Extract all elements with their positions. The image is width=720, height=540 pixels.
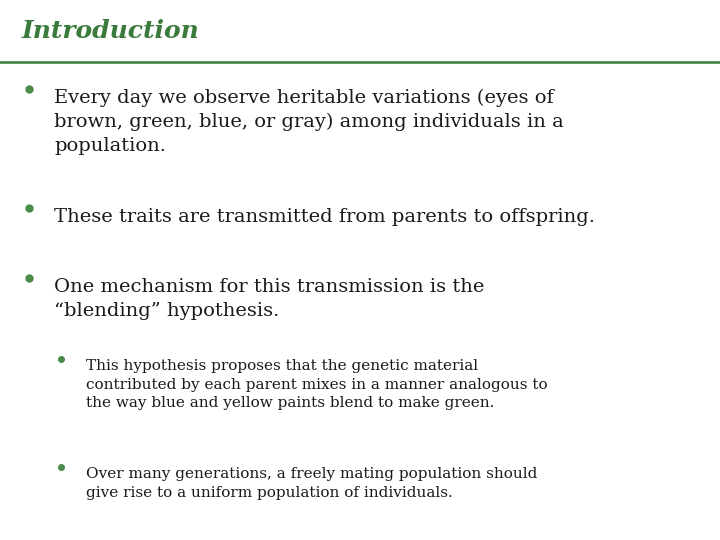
Text: These traits are transmitted from parents to offspring.: These traits are transmitted from parent… [54,208,595,226]
Text: Every day we observe heritable variations (eyes of
brown, green, blue, or gray) : Every day we observe heritable variation… [54,89,564,155]
Text: Introduction: Introduction [22,19,199,43]
Text: This hypothesis proposes that the genetic material
contributed by each parent mi: This hypothesis proposes that the geneti… [86,359,548,410]
Text: Over many generations, a freely mating population should
give rise to a uniform : Over many generations, a freely mating p… [86,467,538,500]
Text: One mechanism for this transmission is the
“blending” hypothesis.: One mechanism for this transmission is t… [54,278,485,320]
